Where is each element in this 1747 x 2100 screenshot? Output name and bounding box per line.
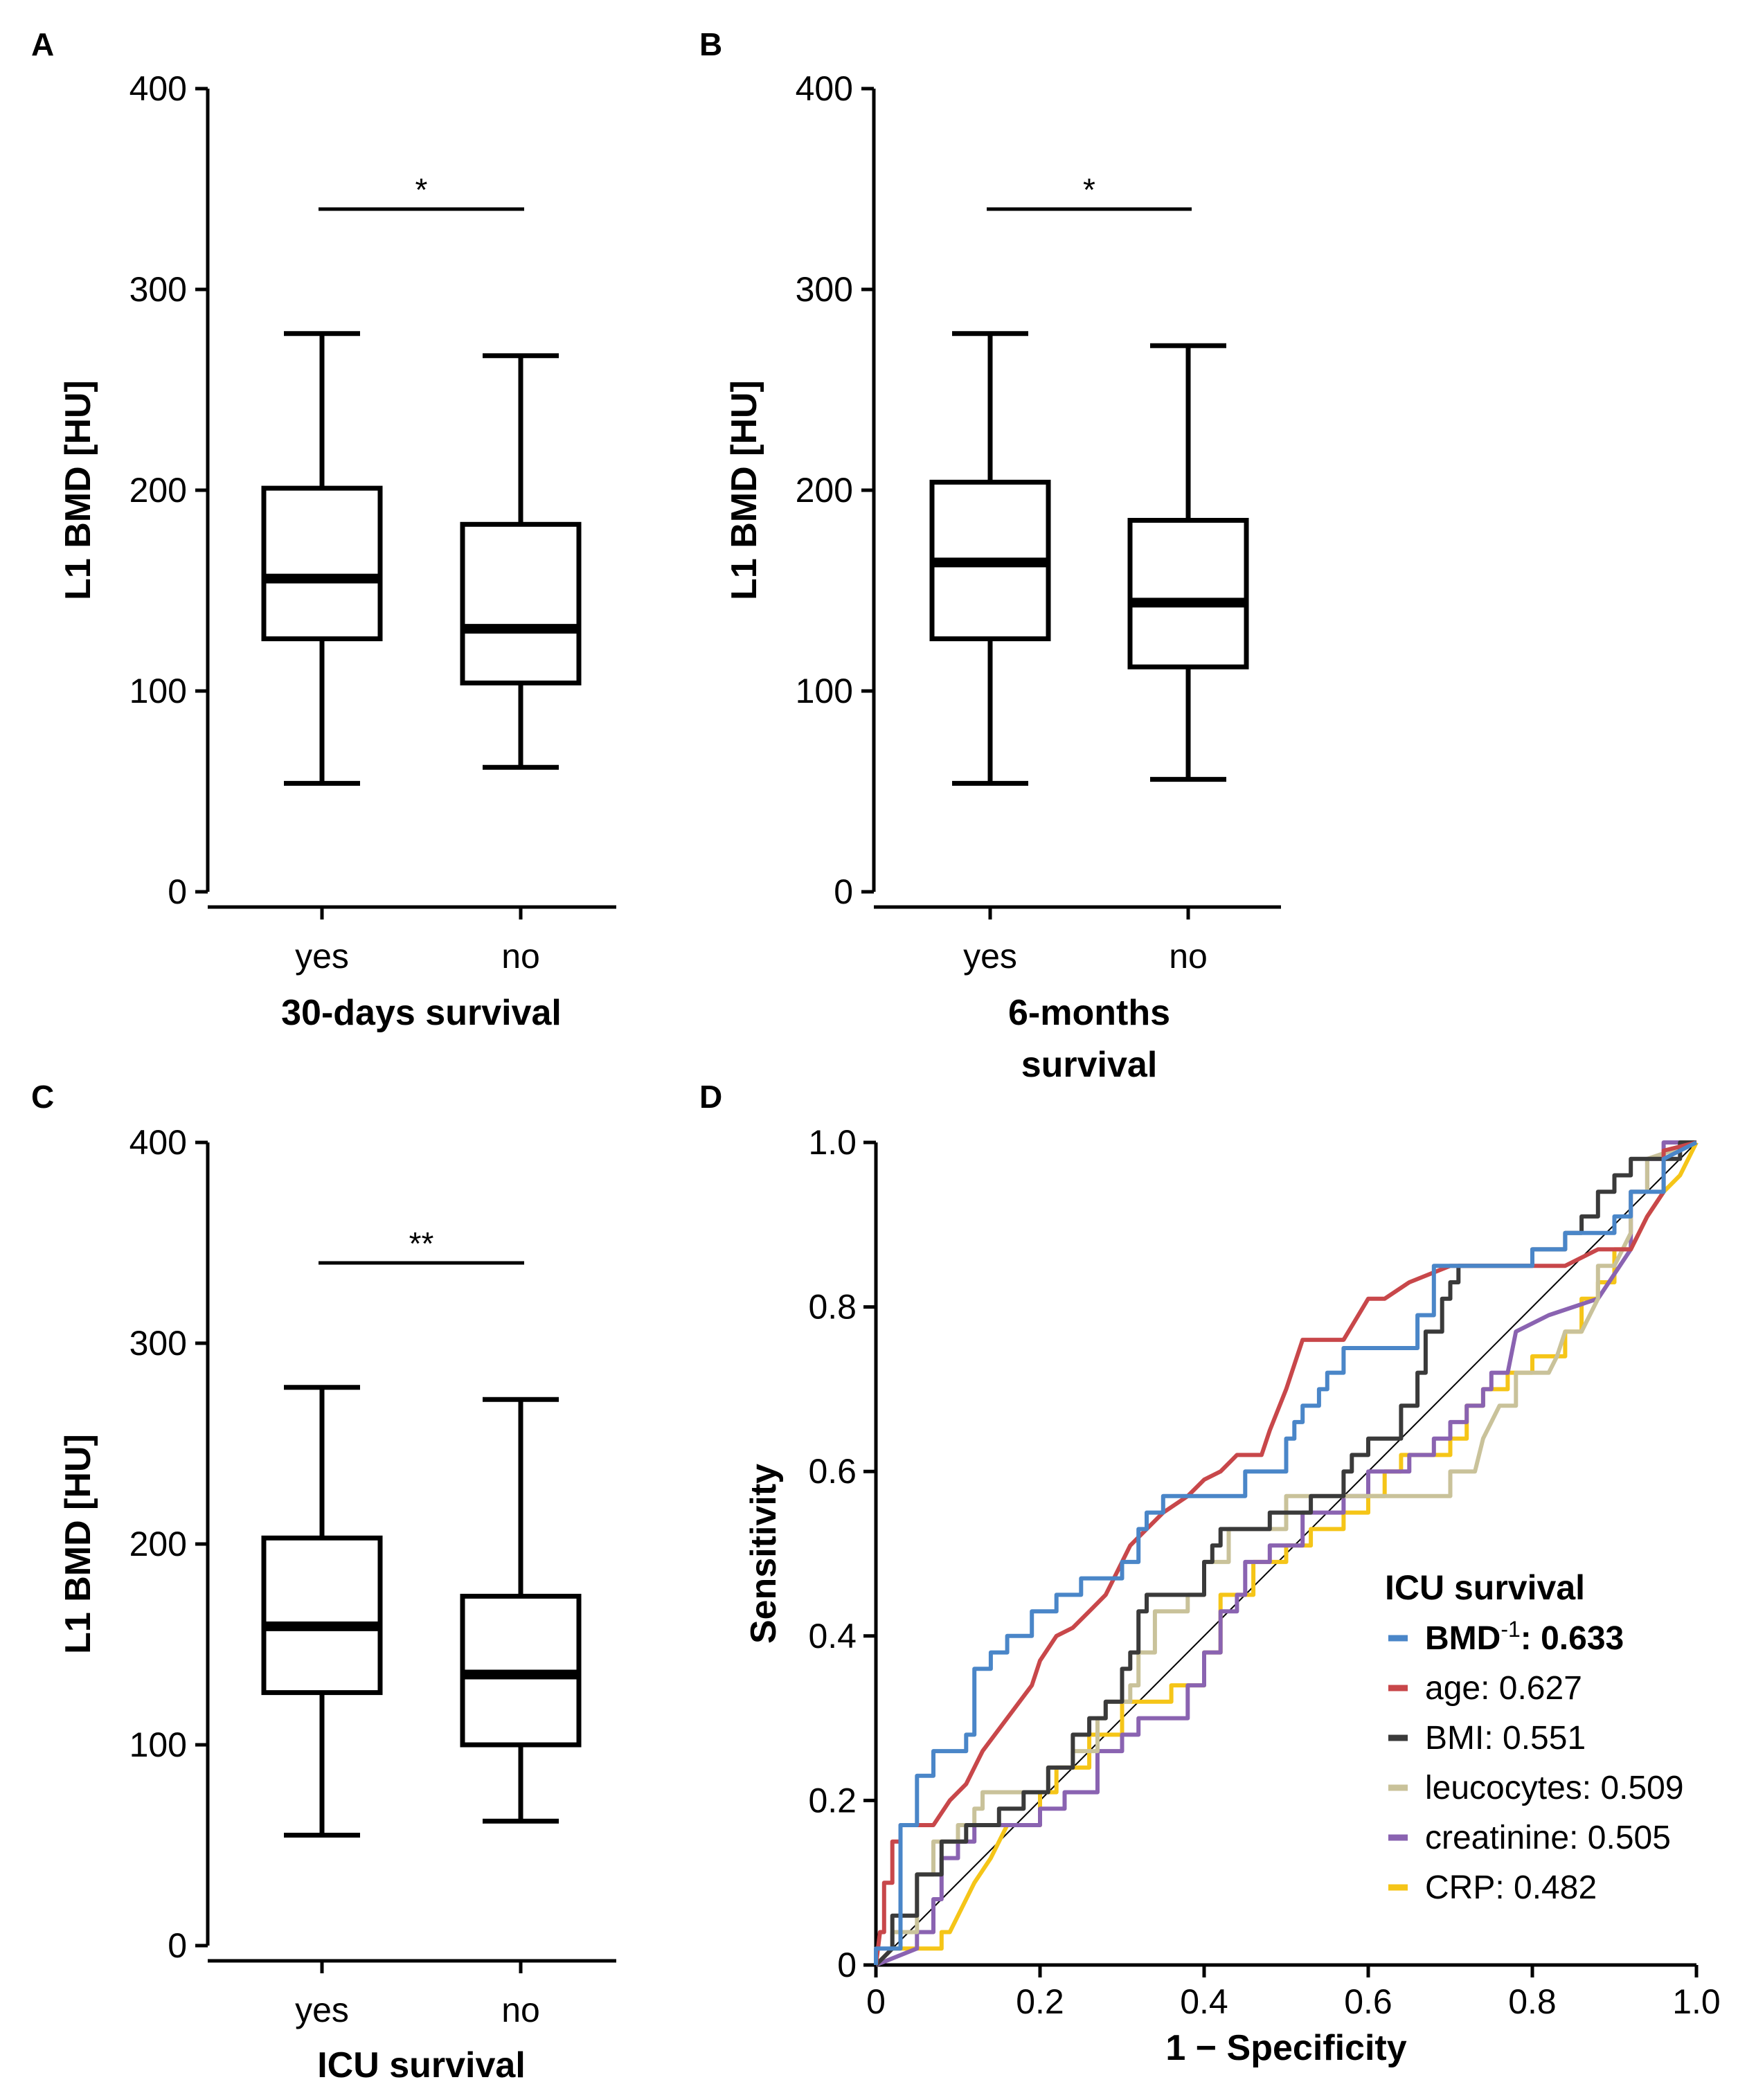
y-tick-label: 100 [796, 672, 853, 710]
box-yes [261, 1385, 383, 1838]
box-no [1127, 343, 1249, 782]
legend-item: BMI: 0.551 [1388, 1720, 1586, 1757]
panel-label-c: C [31, 1079, 54, 1115]
legend-series-name: BMI [1425, 1720, 1484, 1757]
legend-series-name: BMD [1425, 1620, 1500, 1657]
legend-label: BMD-1: 0.633 [1425, 1617, 1624, 1657]
y-tick-label: 200 [129, 1525, 187, 1563]
x-tick-label: 0.4 [1180, 1982, 1228, 2021]
roc-plot-icu: 0 0.2 0.4 0.6 0.8 1.0 0 0.2 0.4 0.6 0.8 1.0 Sensitiv… [744, 1123, 1721, 2068]
x-tick-label: 0.2 [1016, 1982, 1064, 2021]
legend-label: BMI: 0.551 [1425, 1720, 1586, 1757]
iqr-box [1127, 518, 1249, 670]
box-yes [929, 331, 1051, 786]
y-tick-label: 0 [834, 872, 853, 911]
legend-auc: : 0.633 [1521, 1620, 1624, 1657]
y-tick-label: 400 [796, 69, 853, 108]
legend-label: age: 0.627 [1425, 1670, 1582, 1707]
x-tick-label: 0.8 [1508, 1982, 1557, 2021]
roc-curve-bmd [874, 1140, 1698, 1965]
legend-series-name: leucocytes [1425, 1770, 1582, 1806]
x-tick-label: 1.0 [1672, 1982, 1721, 2021]
y-tick-label: 0.2 [808, 1781, 857, 1820]
y-tick-label: 100 [129, 1725, 187, 1764]
y-tick-label: 400 [129, 69, 187, 108]
legend-superscript: -1 [1500, 1617, 1520, 1642]
y-tick-label: 0.8 [808, 1288, 857, 1327]
x-axis-title-line: 6-months [1008, 993, 1170, 1033]
y-tick-label: 100 [129, 672, 187, 710]
y-tick-label: 200 [129, 471, 187, 510]
iqr-box [261, 1535, 383, 1696]
y-axis-title: L1 BMD [HU] [58, 380, 98, 600]
legend-item: BMD-1: 0.633 [1388, 1617, 1624, 1657]
y-tick-label: 0 [837, 1946, 857, 1984]
y-tick-label: 200 [796, 471, 853, 510]
x-tick-label: yes [295, 1991, 349, 2029]
y-tick-label: 0.6 [808, 1452, 857, 1491]
box-plot-6-months: 0 100 200 300 400 yes no L1 BMD [HU] 6-months sur… [724, 69, 1281, 1085]
significance-label: * [415, 172, 428, 208]
y-axis-title: Sensitivity [744, 1464, 784, 1644]
box-no [460, 353, 582, 770]
y-tick-label: 300 [129, 270, 187, 309]
legend-series-name: creatinine [1425, 1820, 1569, 1856]
panel-label-a: A [31, 26, 54, 62]
significance-label: ** [409, 1226, 434, 1262]
legend-label: leucocytes: 0.509 [1425, 1770, 1684, 1806]
legend-item: CRP: 0.482 [1388, 1869, 1597, 1906]
legend-auc: : 0.505 [1569, 1820, 1671, 1856]
legend-item: age: 0.627 [1388, 1670, 1582, 1707]
legend-item: leucocytes: 0.509 [1388, 1770, 1684, 1806]
legend-auc: : 0.509 [1582, 1770, 1684, 1806]
iqr-box [460, 521, 582, 685]
panel-label-b: B [699, 26, 722, 62]
x-tick-label: yes [295, 937, 349, 976]
legend-auc: : 0.551 [1484, 1720, 1586, 1757]
y-tick-label: 400 [129, 1123, 187, 1162]
iqr-box [261, 485, 383, 642]
legend-label: CRP: 0.482 [1425, 1869, 1597, 1906]
x-tick-label: no [1169, 937, 1208, 976]
y-tick-label: 300 [129, 1324, 187, 1363]
x-tick-label: 0.6 [1344, 1982, 1392, 2021]
legend-auc: : 0.482 [1495, 1869, 1597, 1906]
x-axis-title: ICU survival [317, 2045, 526, 2085]
x-axis-title: 1 − Specificity [1165, 2028, 1406, 2068]
y-tick-label: 300 [796, 270, 853, 309]
significance-label: * [1083, 172, 1095, 208]
x-tick-label: yes [963, 937, 1017, 976]
box-plot-30-days: 0 100 200 300 400 yes no L1 BMD [HU] 30-days sur… [58, 69, 616, 1033]
legend-auc: : 0.627 [1480, 1670, 1582, 1707]
y-axis-title: L1 BMD [HU] [58, 1434, 98, 1654]
legend-label: creatinine: 0.505 [1425, 1820, 1671, 1856]
box-no [460, 1397, 582, 1824]
x-tick-label: no [501, 1991, 540, 2029]
legend-title: ICU survival [1385, 1568, 1585, 1607]
y-tick-label: 1.0 [808, 1123, 857, 1162]
x-axis-title-line: survival [1021, 1045, 1158, 1085]
x-axis-title: 30-days survival [281, 993, 562, 1033]
y-axis-title: L1 BMD [HU] [724, 380, 764, 600]
box-yes [261, 331, 383, 786]
legend-item: creatinine: 0.505 [1388, 1820, 1671, 1856]
legend-series-name: age [1425, 1670, 1480, 1707]
y-tick-label: 0.4 [808, 1617, 857, 1655]
y-tick-label: 0 [168, 872, 187, 911]
y-tick-label: 0 [168, 1926, 187, 1965]
x-tick-label: 0 [866, 1982, 886, 2021]
box-plot-icu: 0 100 200 300 400 yes no L1 BMD [HU] ICU surviva… [58, 1123, 616, 2085]
panel-label-d: D [699, 1079, 722, 1115]
x-tick-label: no [501, 937, 540, 976]
legend-series-name: CRP [1425, 1869, 1495, 1906]
